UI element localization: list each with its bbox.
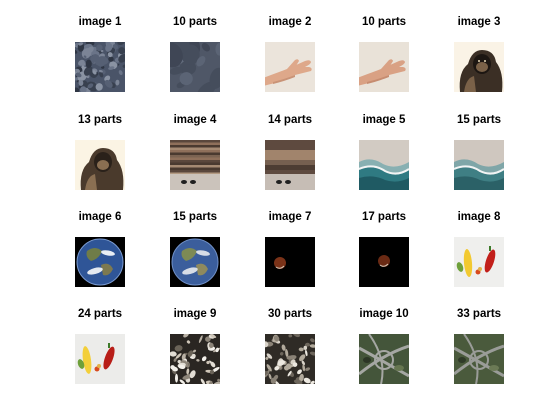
original-highway-interchange-image — [359, 334, 409, 384]
panel-title: image 2 — [268, 16, 312, 28]
panel-title: image 10 — [359, 308, 409, 320]
panel-title: 13 parts — [77, 114, 123, 126]
panel-1: image 1 — [50, 14, 150, 94]
segmented-earth-image — [170, 237, 220, 287]
panel-14: 17 parts — [334, 209, 434, 289]
segmented-highway-interchange-image — [454, 334, 504, 384]
panel-title: 10 parts — [172, 16, 218, 28]
panel-7: image 4 — [145, 112, 245, 192]
panel-17: image 9 — [145, 306, 245, 386]
original-rock-texture-image — [75, 42, 125, 92]
panel-title: image 7 — [268, 211, 312, 223]
segmented-rock-texture-image — [170, 42, 220, 92]
panel-title: 33 parts — [456, 308, 502, 320]
panel-title: 15 parts — [456, 114, 502, 126]
panel-title: image 5 — [362, 114, 406, 126]
panel-title: image 9 — [173, 308, 217, 320]
panel-title: image 3 — [457, 16, 501, 28]
panel-4: 10 parts — [334, 14, 434, 94]
panel-title: image 6 — [78, 211, 122, 223]
panel-19: image 10 — [334, 306, 434, 386]
original-earth-image — [75, 237, 125, 287]
segmented-hand-image — [359, 42, 409, 92]
panel-title: image 8 — [457, 211, 501, 223]
panel-10: 15 parts — [429, 112, 529, 192]
panel-title: 17 parts — [361, 211, 407, 223]
original-pebbles-image — [170, 334, 220, 384]
panel-title: image 4 — [173, 114, 217, 126]
panel-20: 33 parts — [429, 306, 529, 386]
panel-5: image 3 — [429, 14, 529, 94]
original-vegetables-image — [454, 237, 504, 287]
panel-8: 14 parts — [240, 112, 340, 192]
panel-9: image 5 — [334, 112, 434, 192]
panel-title: image 1 — [78, 16, 122, 28]
panel-title: 30 parts — [267, 308, 313, 320]
segmented-beach-waves-image — [454, 140, 504, 190]
original-gorilla-image — [454, 42, 504, 92]
panel-title: 24 parts — [77, 308, 123, 320]
panel-title: 14 parts — [267, 114, 313, 126]
segmented-gorilla-image — [75, 140, 125, 190]
panel-16: 24 parts — [50, 306, 150, 386]
original-beach-waves-image — [359, 140, 409, 190]
panel-3: image 2 — [240, 14, 340, 94]
panel-6: 13 parts — [50, 112, 150, 192]
panel-11: image 6 — [50, 209, 150, 289]
original-eclipsed-moon-image — [265, 237, 315, 287]
panel-13: image 7 — [240, 209, 340, 289]
panel-2: 10 parts — [145, 14, 245, 94]
segmented-pebbles-image — [265, 334, 315, 384]
panel-title: 10 parts — [361, 16, 407, 28]
original-hand-image — [265, 42, 315, 92]
panel-12: 15 parts — [145, 209, 245, 289]
panel-title: 15 parts — [172, 211, 218, 223]
panel-15: image 8 — [429, 209, 529, 289]
segmented-canyon-cliff-image — [265, 140, 315, 190]
original-canyon-cliff-image — [170, 140, 220, 190]
segmented-vegetables-image — [75, 334, 125, 384]
panel-18: 30 parts — [240, 306, 340, 386]
segmented-eclipsed-moon-image — [359, 237, 409, 287]
